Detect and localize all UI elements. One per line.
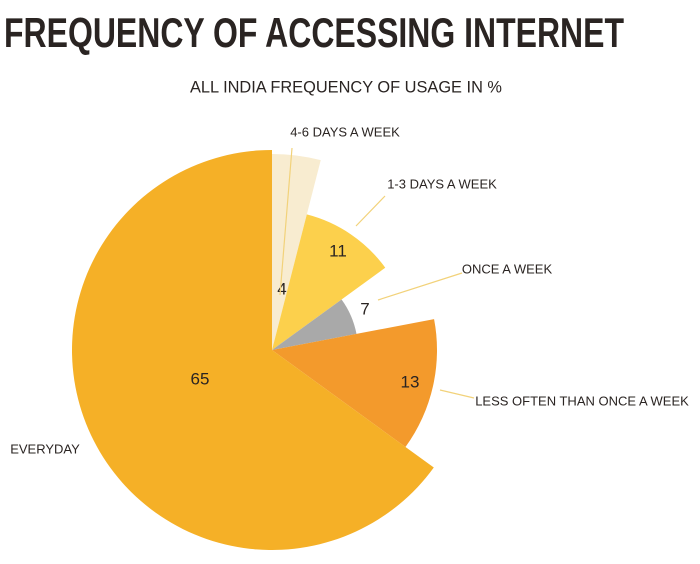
labels: 4 4-6 DAYS A WEEK 11 1-3 DAYS A WEEK 7 ONCE A…: [10, 124, 689, 456]
leader-line: [377, 272, 463, 301]
category-label: EVERYDAY: [10, 441, 80, 456]
pie-slice: [71, 150, 434, 550]
value-label: 4: [277, 279, 286, 298]
category-label: ONCE A WEEK: [462, 261, 553, 276]
category-label: LESS OFTEN THAN ONCE A WEEK: [475, 393, 689, 408]
value-label: 7: [360, 299, 369, 318]
leader-line: [439, 389, 475, 399]
pie-slice: [272, 319, 437, 447]
value-label: 65: [191, 369, 210, 388]
chart-title: FREQUENCY OF ACCESSING INTERNET: [4, 9, 624, 56]
pie: [71, 150, 437, 550]
leader-line: [355, 195, 386, 227]
pie-slice: [272, 154, 321, 350]
leader-line: [279, 147, 293, 296]
pie-slice: [272, 214, 386, 350]
chart-subtitle: ALL INDIA FREQUENCY OF USAGE IN %: [190, 77, 502, 96]
value-label: 11: [329, 241, 347, 260]
category-label: 4-6 DAYS A WEEK: [290, 124, 400, 139]
value-label: 13: [401, 372, 420, 391]
category-label: 1-3 DAYS A WEEK: [387, 176, 497, 191]
pie-slice: [272, 299, 357, 350]
